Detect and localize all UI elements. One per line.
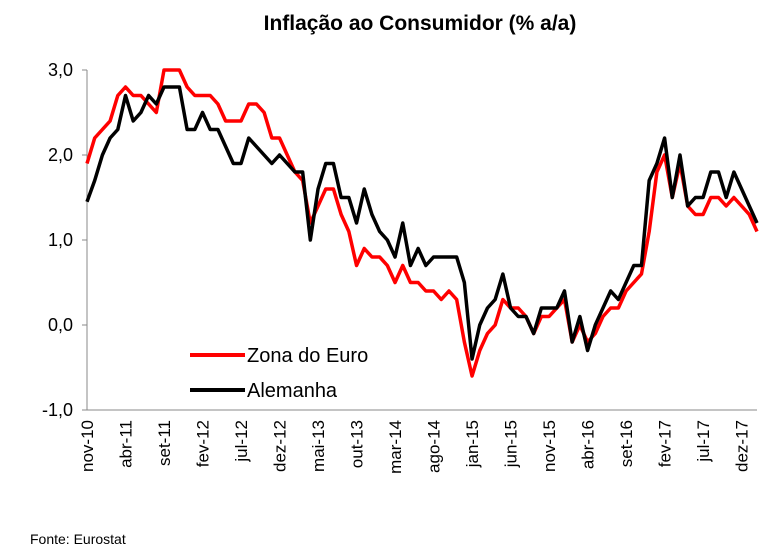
x-tick-label: dez-12	[271, 420, 290, 472]
x-tick-label: jul-12	[232, 420, 251, 463]
x-tick-label: abr-11	[117, 420, 136, 468]
source: Fonte: Eurostat	[30, 531, 126, 547]
x-tick-label: dez-17	[733, 420, 752, 472]
x-tick-label: jun-15	[502, 420, 521, 468]
chart-title: Inflação ao Consumidor (% a/a)	[264, 12, 577, 35]
x-tick-label: abr-16	[579, 420, 598, 469]
x-tick-label: jan-15	[463, 420, 482, 468]
x-tick-label: set-11	[155, 420, 174, 466]
y-tick-label: -1,0	[42, 400, 73, 420]
x-tick-label: jul-17	[694, 420, 713, 463]
x-tick-label: fev-12	[194, 420, 213, 467]
x-tick-label: mai-13	[309, 420, 328, 472]
y-tick-label: 2,0	[48, 145, 73, 165]
y-tick-label: 1,0	[48, 230, 73, 250]
x-tick-label: mar-14	[386, 420, 405, 474]
x-tick-label: nov-15	[540, 420, 559, 472]
y-tick-label: 3,0	[48, 60, 73, 80]
x-tick-label: ago-14	[425, 420, 444, 473]
x-tick-label: out-13	[348, 420, 367, 468]
legend-label: Zona do Euro	[247, 345, 368, 367]
x-tick-label: fev-17	[656, 420, 675, 467]
x-tick-label: nov-10	[78, 420, 97, 472]
legend-label: Alemanha	[247, 380, 338, 402]
y-tick-label: 0,0	[48, 315, 73, 335]
x-tick-label: set-16	[617, 420, 636, 467]
line-series	[85, 85, 759, 361]
line-series	[85, 68, 759, 378]
